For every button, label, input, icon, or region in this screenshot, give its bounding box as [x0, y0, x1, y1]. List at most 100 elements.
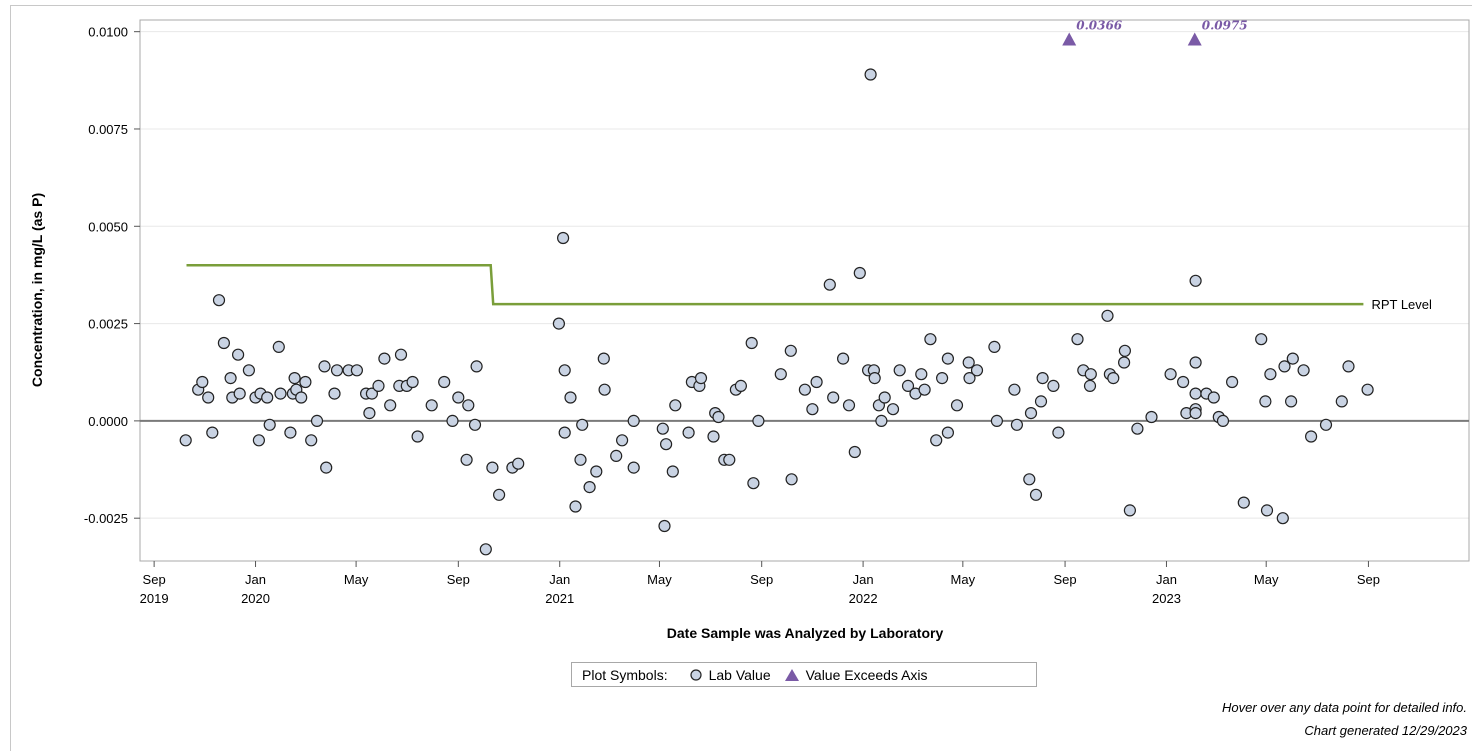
- lab-value-point: [1010, 418, 1024, 431]
- lab-value-point: [886, 403, 900, 416]
- lab-value-point: [627, 461, 640, 474]
- exceeds-axis-points: 0.0366 0.0975: [1062, 18, 1248, 46]
- lab-value-point: [233, 387, 246, 400]
- lab-value-point: [394, 348, 408, 361]
- lab-value-point: [330, 364, 344, 377]
- lab-value-point: [305, 434, 318, 447]
- lab-value-point: [1084, 368, 1097, 381]
- lab-value-point: [569, 500, 582, 513]
- lab-value-point: [893, 364, 906, 377]
- lab-value-point: [707, 430, 720, 443]
- lab-value-point: [734, 379, 748, 392]
- lab-value-point: [798, 383, 812, 396]
- lab-value-point: [350, 364, 363, 377]
- x-axis: Sep 2019 Jan 2020 May Sep Jan 2021 May Sep Jan 2022…: [140, 561, 1380, 606]
- lab-value-point: [1342, 360, 1355, 373]
- lab-value-point: [784, 344, 797, 357]
- lab-value-point: [1024, 407, 1038, 420]
- lab-value-point: [1278, 360, 1291, 373]
- lab-value-point: [1259, 395, 1272, 408]
- lab-value-point: [747, 477, 760, 490]
- lab-value-point: [552, 317, 566, 330]
- lab-value-point: [848, 445, 861, 459]
- legend-item-exceeds: Value Exceeds Axis: [784, 667, 928, 683]
- lab-value-point: [970, 364, 984, 377]
- lab-value-point: [864, 68, 877, 81]
- lab-value-point: [378, 352, 391, 365]
- lab-value-points: [179, 68, 1374, 556]
- exceeds-axis-point: [1062, 32, 1077, 46]
- lab-value-point: [272, 340, 285, 353]
- y-tick-label: -0.0025: [84, 511, 128, 526]
- gridlines: [140, 31, 1469, 519]
- lab-value-point: [950, 399, 964, 412]
- lab-value-point: [924, 333, 937, 346]
- x-tick-label: Sep: [750, 572, 773, 587]
- lab-value-point: [1117, 356, 1131, 369]
- lab-value-point: [299, 375, 312, 389]
- lab-value-point: [425, 399, 438, 412]
- lab-value-point: [1189, 356, 1202, 369]
- lab-value-point: [576, 418, 589, 431]
- triangle-icon: [784, 668, 799, 681]
- lab-value-point: [1304, 430, 1318, 443]
- lab-value-point: [468, 418, 482, 431]
- lab-value-point: [310, 414, 324, 427]
- chart: 0.0100 0.0075 0.0050 0.0025 0.0000 -0.0025 Se…: [29, 18, 1470, 641]
- lab-value-point: [842, 399, 856, 412]
- lab-value-point: [610, 449, 623, 462]
- lab-value-point: [656, 422, 669, 435]
- y-tick-label: 0.0100: [88, 25, 128, 40]
- page-border: [10, 5, 1472, 751]
- lab-value-point: [1164, 368, 1177, 381]
- lab-value-point: [556, 231, 570, 245]
- x-tick-year-label: 2021: [545, 591, 574, 606]
- legend-title: Plot Symbols:: [582, 666, 668, 683]
- lab-value-point: [1276, 512, 1289, 525]
- lab-value-point: [212, 294, 226, 307]
- lab-value-point: [712, 410, 725, 424]
- lab-value-point: [295, 391, 308, 404]
- lab-value-point: [261, 391, 274, 404]
- x-tick-label: Jan: [549, 572, 570, 587]
- x-tick-label: Sep: [1357, 572, 1380, 587]
- lab-value-point: [574, 453, 587, 466]
- lab-value-point: [1286, 352, 1299, 365]
- exceeds-axis-label: 0.0366: [1076, 18, 1123, 32]
- lab-value-point: [446, 414, 459, 427]
- lab-value-point: [659, 438, 673, 451]
- x-tick-label: May: [344, 572, 369, 587]
- y-tick-label: 0.0050: [88, 219, 128, 234]
- rpt-level-line: [186, 263, 1364, 306]
- exceeds-axis-label: 0.0975: [1202, 18, 1248, 32]
- legend: Plot Symbols: Lab Value Value Exceeds Ax…: [571, 662, 1037, 687]
- lab-value-point: [284, 426, 297, 439]
- lab-value-point: [196, 375, 209, 389]
- lab-value-point: [1101, 309, 1114, 322]
- x-tick-label: Sep: [447, 572, 470, 587]
- lab-value-point: [202, 391, 215, 404]
- lab-value-point: [723, 453, 736, 466]
- lab-value-point: [1237, 496, 1250, 509]
- lab-value-point: [460, 453, 473, 466]
- lab-value-point: [1176, 375, 1190, 389]
- lab-value-point: [901, 379, 915, 392]
- lab-value-point: [288, 372, 301, 385]
- lab-value-point: [745, 336, 758, 350]
- lab-value-point: [1189, 274, 1202, 287]
- lab-value-point: [564, 391, 577, 404]
- lab-value-point: [1297, 364, 1310, 377]
- plot-frame: [139, 19, 1470, 562]
- generated-note: Chart generated 12/29/2023: [1304, 723, 1467, 738]
- lab-value-point: [875, 414, 888, 427]
- lab-value-point: [558, 364, 571, 377]
- lab-value-point: [1052, 426, 1065, 439]
- lab-value-point: [590, 465, 603, 478]
- x-tick-year-label: 2020: [241, 591, 270, 606]
- x-tick-label: Jan: [1156, 572, 1177, 587]
- circle-icon: [689, 668, 702, 681]
- lab-value-point: [1118, 344, 1132, 357]
- lab-value-point: [252, 434, 265, 447]
- lab-value-point: [598, 383, 611, 396]
- lab-value-point: [512, 457, 525, 470]
